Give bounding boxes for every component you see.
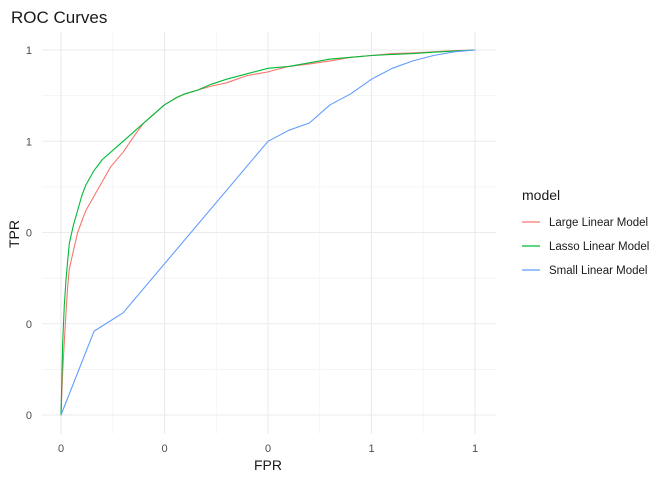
y-tick-label: 1 — [26, 45, 32, 57]
y-tick-label: 0 — [26, 410, 32, 422]
x-tick-label: 0 — [58, 443, 64, 455]
legend-title: model — [522, 187, 560, 203]
x-tick-label: 1 — [472, 443, 478, 455]
chart-title: ROC Curves — [11, 8, 107, 27]
legend-label-small-linear-model: Small Linear Model — [549, 265, 647, 277]
series-line-small-linear-model — [60, 49, 476, 416]
series-lines — [60, 49, 476, 416]
x-tick-label: 1 — [368, 443, 374, 455]
x-tick-label: 0 — [161, 443, 167, 455]
major-gridlines — [42, 32, 496, 434]
legend-label-lasso-linear-model: Lasso Linear Model — [549, 241, 649, 253]
series-line-lasso-linear-model — [60, 49, 476, 416]
minor-gridlines — [42, 32, 496, 434]
y-axis-title: TPR — [6, 220, 22, 248]
y-tick-label: 1 — [26, 136, 32, 148]
y-tick-label: 0 — [26, 228, 32, 240]
legend: model Large Linear Model Lasso Linear Mod… — [522, 187, 649, 277]
x-axis-tick-labels: 0 0 0 1 1 — [58, 443, 478, 455]
legend-items: Large Linear Model Lasso Linear Model Smal… — [522, 217, 649, 277]
y-axis-tick-labels: 0 0 0 1 1 — [26, 45, 32, 422]
x-tick-label: 0 — [265, 443, 271, 455]
legend-label-large-linear-model: Large Linear Model — [549, 217, 648, 229]
x-axis-title: FPR — [254, 457, 282, 473]
y-tick-label: 0 — [26, 319, 32, 331]
